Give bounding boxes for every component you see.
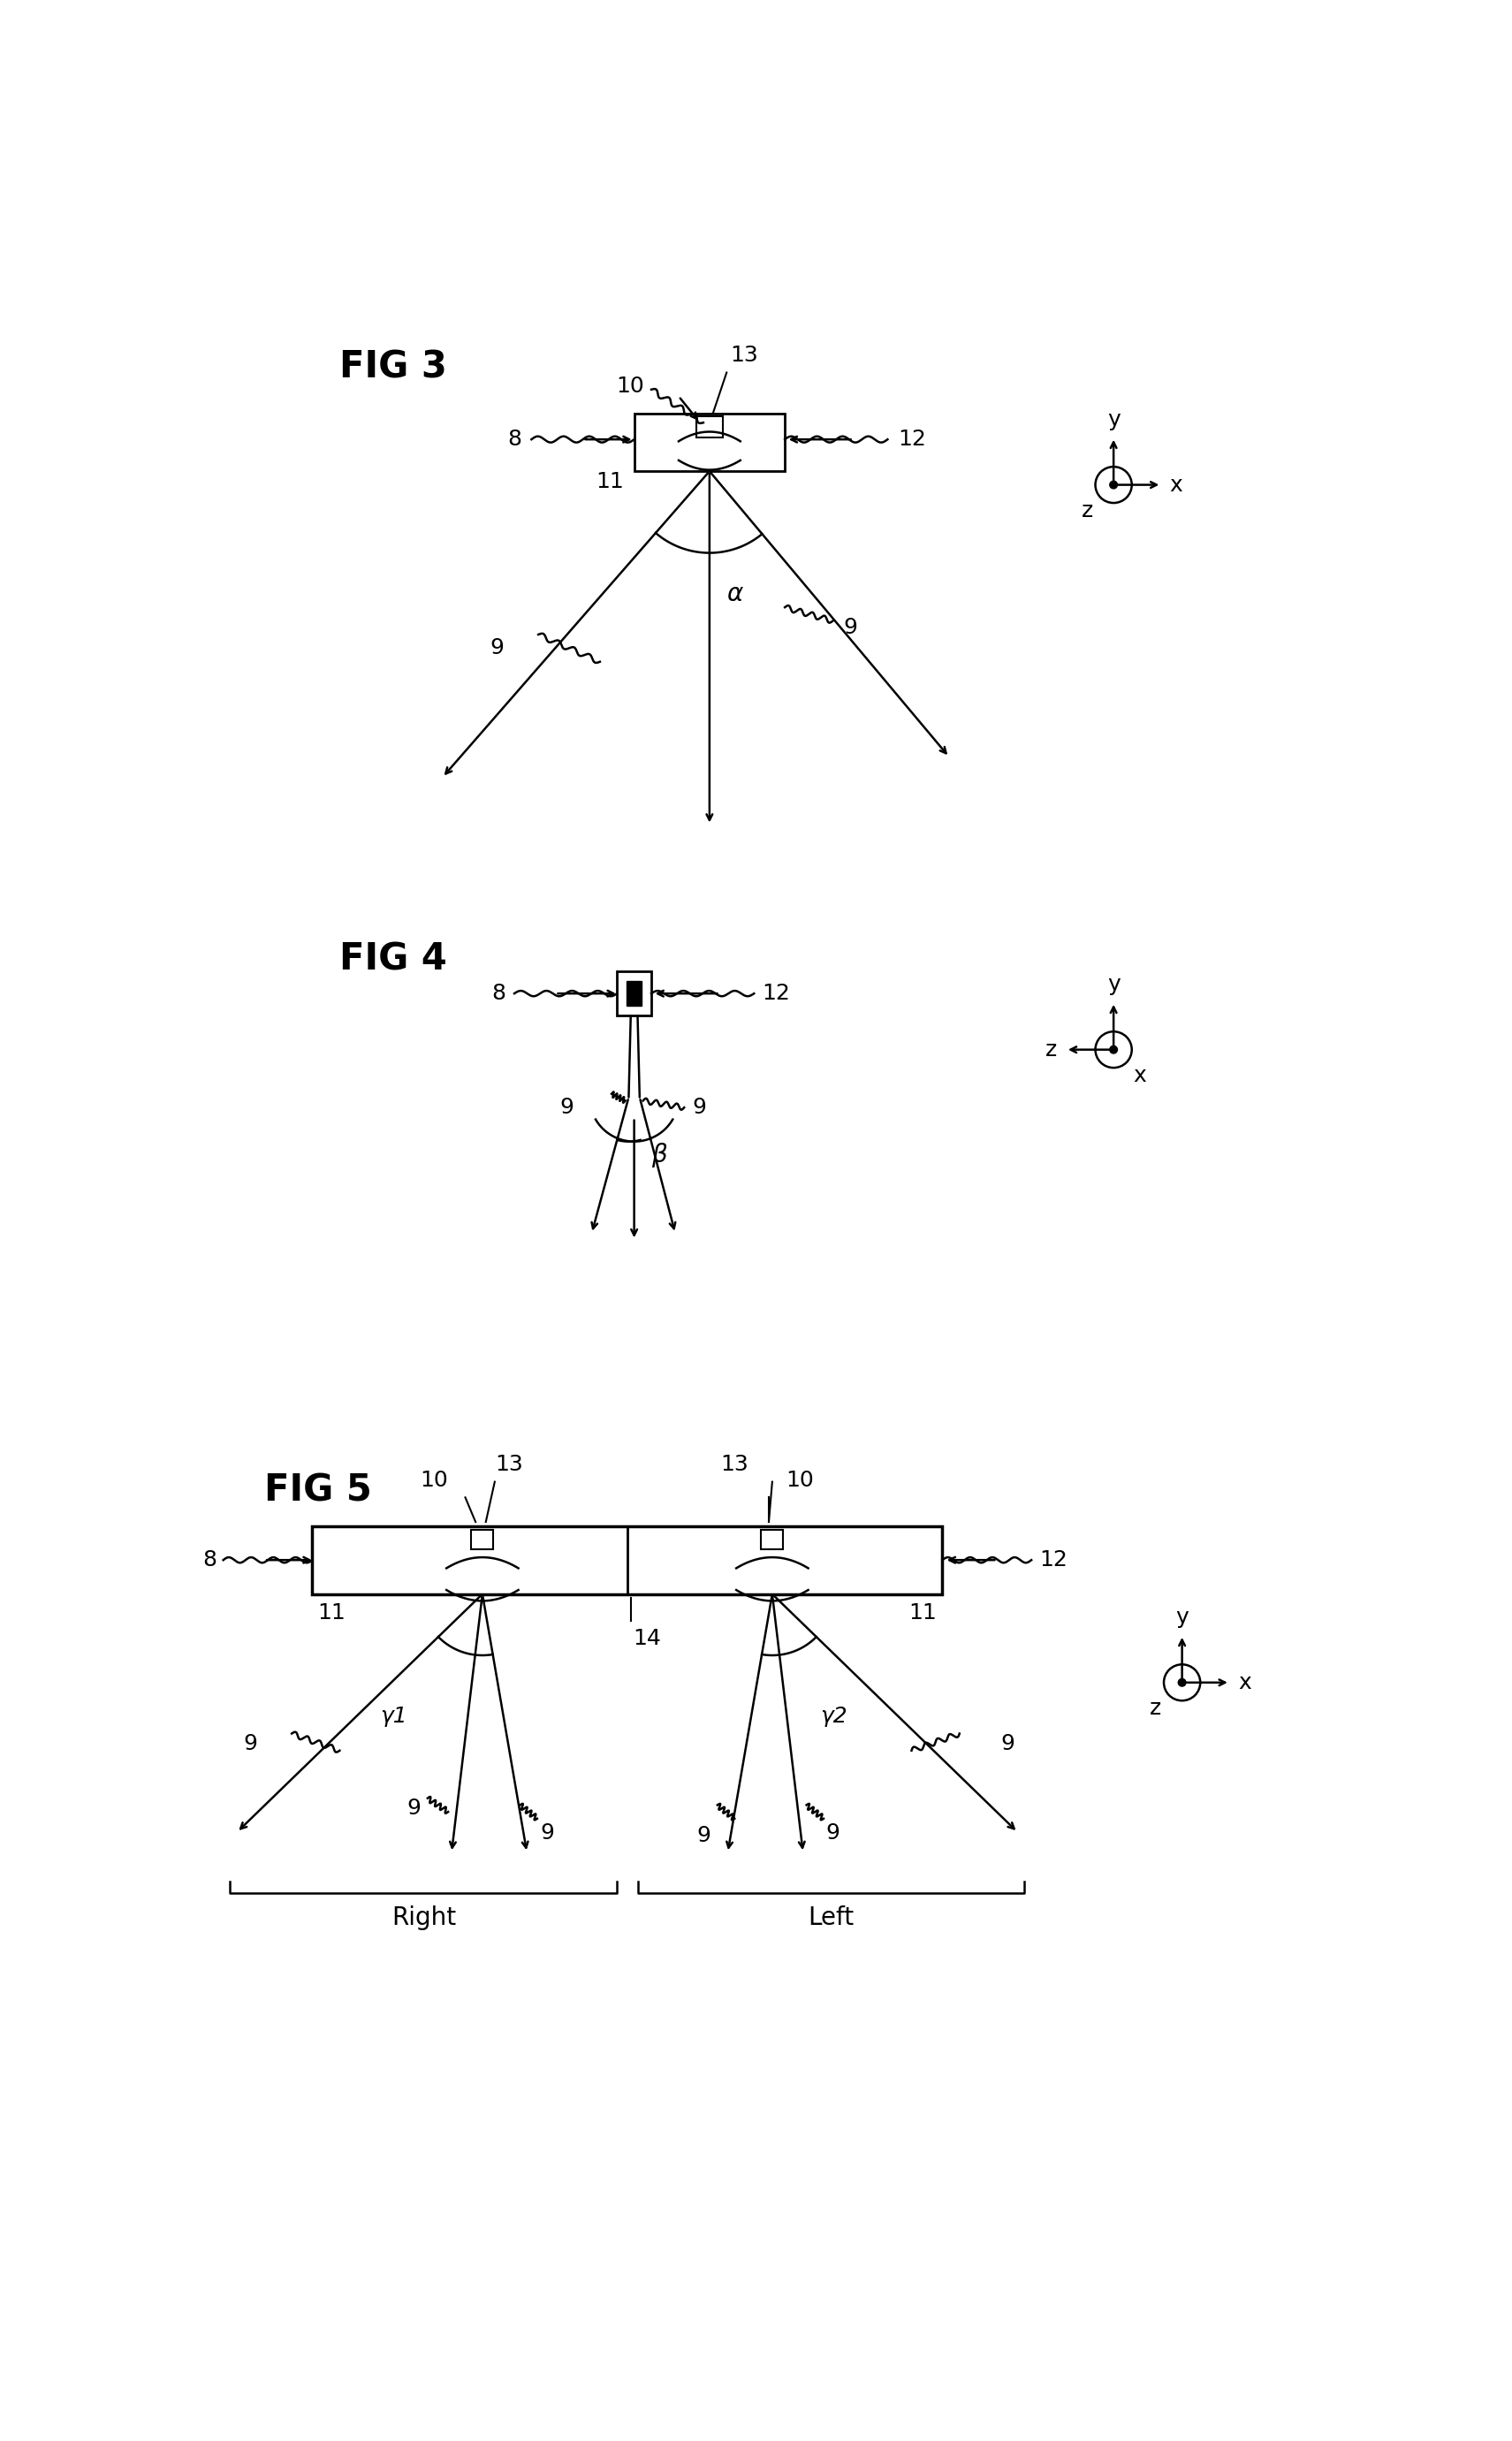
Text: 10: 10	[786, 1469, 813, 1491]
Text: z: z	[1081, 500, 1093, 522]
Text: 9: 9	[844, 618, 857, 640]
Text: z: z	[1149, 1699, 1161, 1718]
Bar	[626, 981, 643, 1006]
Bar	[313, 1526, 942, 1594]
Bar	[761, 1531, 783, 1550]
Text: 14: 14	[634, 1628, 661, 1650]
Text: 12: 12	[762, 984, 791, 1003]
Text: 10: 10	[420, 1469, 448, 1491]
Text: β: β	[652, 1142, 667, 1167]
Text: 9: 9	[407, 1799, 420, 1819]
Text: 9: 9	[826, 1821, 839, 1843]
Text: γ2: γ2	[820, 1706, 847, 1728]
Text: 9: 9	[1001, 1733, 1015, 1755]
Bar	[697, 415, 723, 437]
Text: 9: 9	[541, 1821, 555, 1843]
Text: 11: 11	[318, 1601, 346, 1623]
Text: 11: 11	[909, 1601, 937, 1623]
Text: Right: Right	[392, 1906, 457, 1931]
Bar	[472, 1531, 493, 1550]
Text: 12: 12	[1040, 1550, 1067, 1570]
Bar	[634, 413, 785, 471]
Text: 13: 13	[720, 1455, 748, 1474]
Text: 13: 13	[730, 344, 758, 366]
Text: y: y	[1107, 974, 1120, 996]
Text: x: x	[1170, 474, 1182, 496]
Text: FIG 4: FIG 4	[340, 940, 448, 979]
Circle shape	[1110, 1045, 1117, 1055]
Text: 8: 8	[491, 984, 507, 1003]
Text: 8: 8	[507, 430, 522, 449]
Circle shape	[1178, 1679, 1185, 1687]
Text: 9: 9	[490, 637, 503, 659]
Text: FIG 5: FIG 5	[265, 1472, 372, 1509]
Text: 10: 10	[617, 376, 644, 398]
Text: x: x	[1238, 1672, 1252, 1694]
Text: α: α	[727, 581, 742, 605]
Text: 12: 12	[898, 430, 925, 449]
Text: 8: 8	[203, 1550, 216, 1570]
Text: FIG 3: FIG 3	[340, 349, 448, 386]
Text: y: y	[1175, 1606, 1188, 1628]
Text: x: x	[1134, 1064, 1146, 1086]
Text: 9: 9	[692, 1096, 706, 1118]
Text: 9: 9	[243, 1733, 257, 1755]
Text: 11: 11	[596, 471, 624, 493]
Text: 13: 13	[494, 1455, 523, 1474]
Bar	[617, 972, 652, 1015]
Text: 9: 9	[559, 1096, 575, 1118]
Text: y: y	[1107, 410, 1120, 430]
Text: γ1: γ1	[380, 1706, 407, 1728]
Text: z: z	[1046, 1040, 1057, 1059]
Circle shape	[1110, 481, 1117, 488]
Text: 9: 9	[697, 1826, 711, 1848]
Text: Left: Left	[807, 1906, 854, 1931]
